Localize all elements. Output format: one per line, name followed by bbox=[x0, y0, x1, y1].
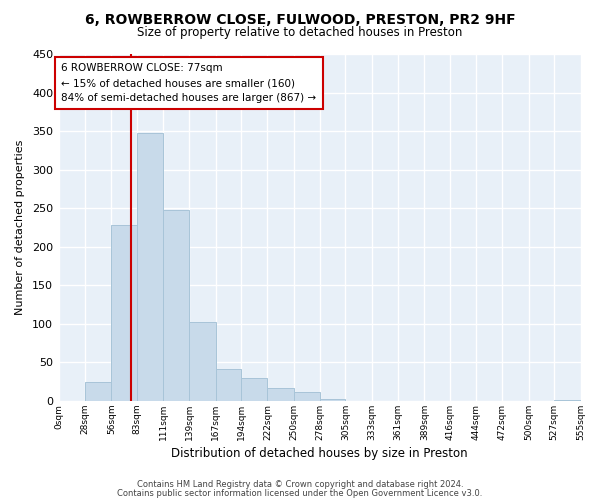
X-axis label: Distribution of detached houses by size in Preston: Distribution of detached houses by size … bbox=[171, 447, 468, 460]
Bar bbox=[241, 378, 268, 401]
Text: Size of property relative to detached houses in Preston: Size of property relative to detached ho… bbox=[137, 26, 463, 39]
Y-axis label: Number of detached properties: Number of detached properties bbox=[15, 140, 25, 315]
Bar bbox=[554, 400, 581, 401]
Bar bbox=[294, 392, 320, 401]
Text: 6, ROWBERROW CLOSE, FULWOOD, PRESTON, PR2 9HF: 6, ROWBERROW CLOSE, FULWOOD, PRESTON, PR… bbox=[85, 12, 515, 26]
Text: Contains public sector information licensed under the Open Government Licence v3: Contains public sector information licen… bbox=[118, 488, 482, 498]
Text: Contains HM Land Registry data © Crown copyright and database right 2024.: Contains HM Land Registry data © Crown c… bbox=[137, 480, 463, 489]
Bar bbox=[190, 322, 215, 401]
Bar bbox=[111, 225, 137, 401]
Bar bbox=[320, 400, 346, 401]
Text: 6 ROWBERROW CLOSE: 77sqm
← 15% of detached houses are smaller (160)
84% of semi-: 6 ROWBERROW CLOSE: 77sqm ← 15% of detach… bbox=[61, 64, 317, 103]
Bar bbox=[215, 370, 241, 401]
Bar bbox=[137, 134, 163, 401]
Bar bbox=[163, 210, 190, 401]
Bar bbox=[85, 382, 111, 401]
Bar bbox=[268, 388, 294, 401]
